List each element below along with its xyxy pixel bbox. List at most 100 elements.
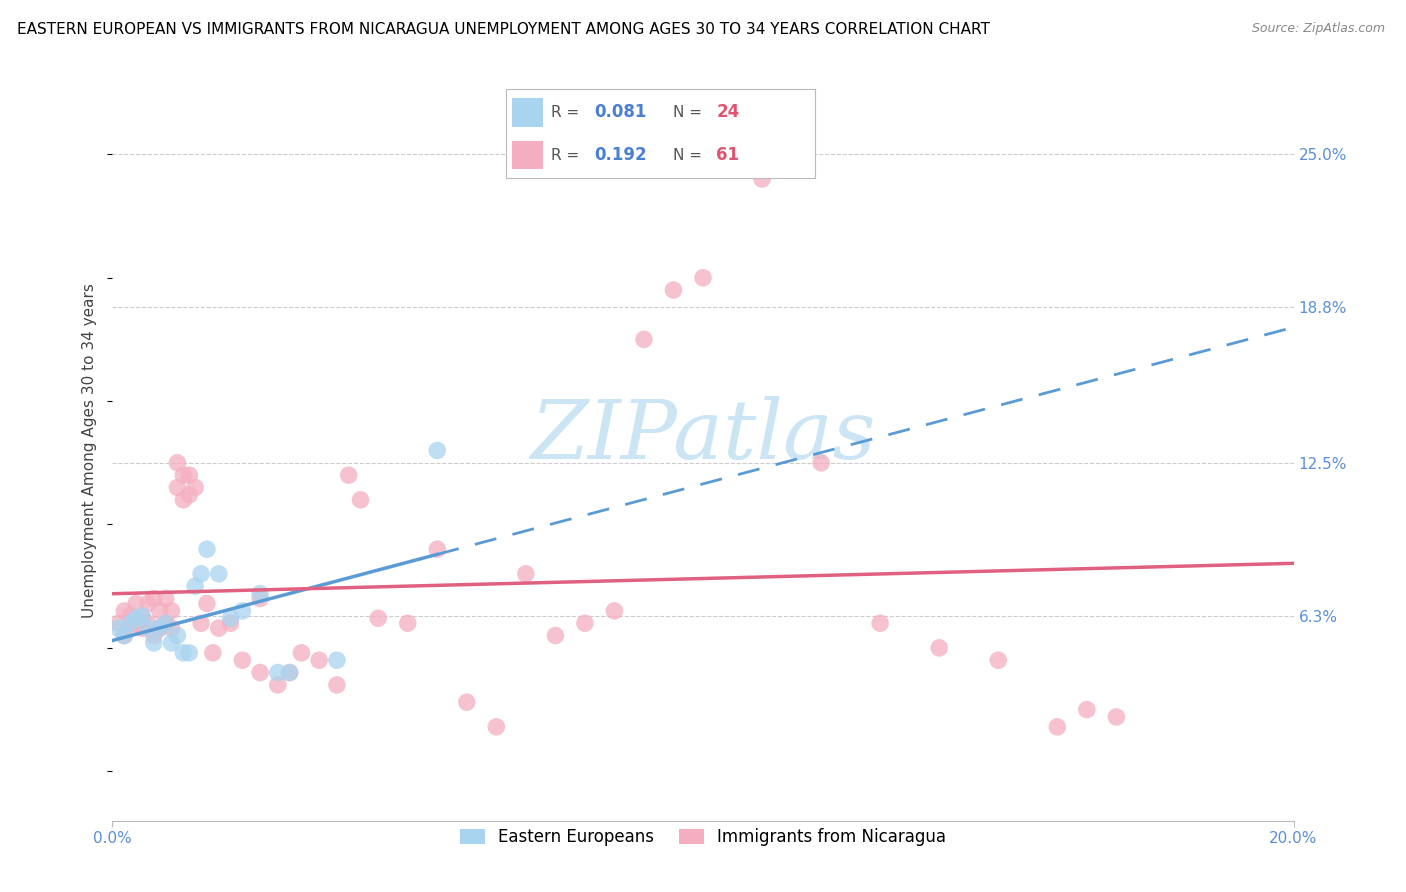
Point: [112, 629, 135, 643]
Point: [249, 591, 271, 606]
Point: [142, 629, 165, 643]
Point: [131, 611, 153, 625]
Bar: [512, 141, 543, 169]
Point: [160, 604, 183, 618]
Point: [179, 646, 201, 660]
Point: [120, 621, 142, 635]
Point: [190, 566, 212, 581]
Text: 0.192: 0.192: [595, 146, 647, 164]
Point: [136, 597, 159, 611]
Point: [166, 629, 188, 643]
Point: [249, 665, 271, 680]
Point: [142, 591, 165, 606]
Point: [367, 611, 389, 625]
Text: 61: 61: [717, 146, 740, 164]
Text: 0.081: 0.081: [595, 103, 647, 121]
Point: [120, 608, 142, 623]
Point: [349, 492, 371, 507]
Point: [692, 270, 714, 285]
Point: [869, 616, 891, 631]
Point: [308, 653, 330, 667]
Point: [131, 621, 153, 635]
Point: [426, 542, 449, 557]
Point: [290, 646, 312, 660]
Point: [231, 653, 253, 667]
Point: [544, 629, 567, 643]
Point: [326, 653, 349, 667]
Point: [136, 616, 159, 631]
Point: [337, 468, 360, 483]
Point: [278, 665, 301, 680]
Point: [928, 640, 950, 655]
Point: [208, 566, 231, 581]
Point: [326, 678, 349, 692]
Point: [456, 695, 478, 709]
Point: [219, 611, 242, 625]
Point: [184, 579, 207, 593]
Text: EASTERN EUROPEAN VS IMMIGRANTS FROM NICARAGUA UNEMPLOYMENT AMONG AGES 30 TO 34 Y: EASTERN EUROPEAN VS IMMIGRANTS FROM NICA…: [17, 22, 990, 37]
Text: N =: N =: [673, 148, 702, 162]
Point: [485, 720, 508, 734]
Text: N =: N =: [673, 105, 702, 120]
Point: [149, 621, 172, 635]
Point: [172, 646, 194, 660]
Point: [125, 611, 148, 625]
Point: [120, 616, 142, 631]
Point: [160, 636, 183, 650]
Point: [751, 172, 773, 186]
Bar: [512, 98, 543, 127]
Legend: Eastern Europeans, Immigrants from Nicaragua: Eastern Europeans, Immigrants from Nicar…: [453, 822, 953, 853]
Point: [267, 678, 290, 692]
Point: [166, 456, 188, 470]
Point: [249, 586, 271, 600]
Point: [172, 468, 194, 483]
Point: [160, 621, 183, 635]
Point: [195, 542, 218, 557]
Point: [155, 616, 177, 631]
Point: [208, 621, 231, 635]
Point: [201, 646, 224, 660]
Point: [107, 616, 129, 631]
Point: [136, 621, 159, 635]
Point: [131, 608, 153, 623]
Point: [149, 604, 172, 618]
Point: [574, 616, 596, 631]
Text: ZIPatlas: ZIPatlas: [530, 396, 876, 475]
Point: [426, 443, 449, 458]
Text: Source: ZipAtlas.com: Source: ZipAtlas.com: [1251, 22, 1385, 36]
Point: [112, 604, 135, 618]
Point: [396, 616, 419, 631]
Point: [172, 492, 194, 507]
Point: [184, 481, 207, 495]
Point: [662, 283, 685, 297]
Point: [278, 665, 301, 680]
Text: 24: 24: [717, 103, 740, 121]
Point: [633, 333, 655, 347]
Point: [1105, 710, 1128, 724]
Point: [1046, 720, 1069, 734]
Point: [195, 597, 218, 611]
Point: [166, 481, 188, 495]
Point: [125, 616, 148, 631]
Point: [231, 604, 253, 618]
Text: R =: R =: [551, 105, 579, 120]
Point: [155, 616, 177, 631]
Point: [149, 621, 172, 635]
Point: [1076, 703, 1098, 717]
Point: [190, 616, 212, 631]
Point: [219, 616, 242, 631]
Point: [179, 488, 201, 502]
Point: [810, 456, 832, 470]
Point: [515, 566, 537, 581]
Point: [603, 604, 626, 618]
Point: [267, 665, 290, 680]
Point: [107, 621, 129, 635]
Point: [112, 629, 135, 643]
Point: [987, 653, 1010, 667]
Point: [179, 468, 201, 483]
Point: [125, 597, 148, 611]
Point: [142, 636, 165, 650]
Y-axis label: Unemployment Among Ages 30 to 34 years: Unemployment Among Ages 30 to 34 years: [82, 283, 97, 618]
Text: R =: R =: [551, 148, 579, 162]
Point: [155, 591, 177, 606]
